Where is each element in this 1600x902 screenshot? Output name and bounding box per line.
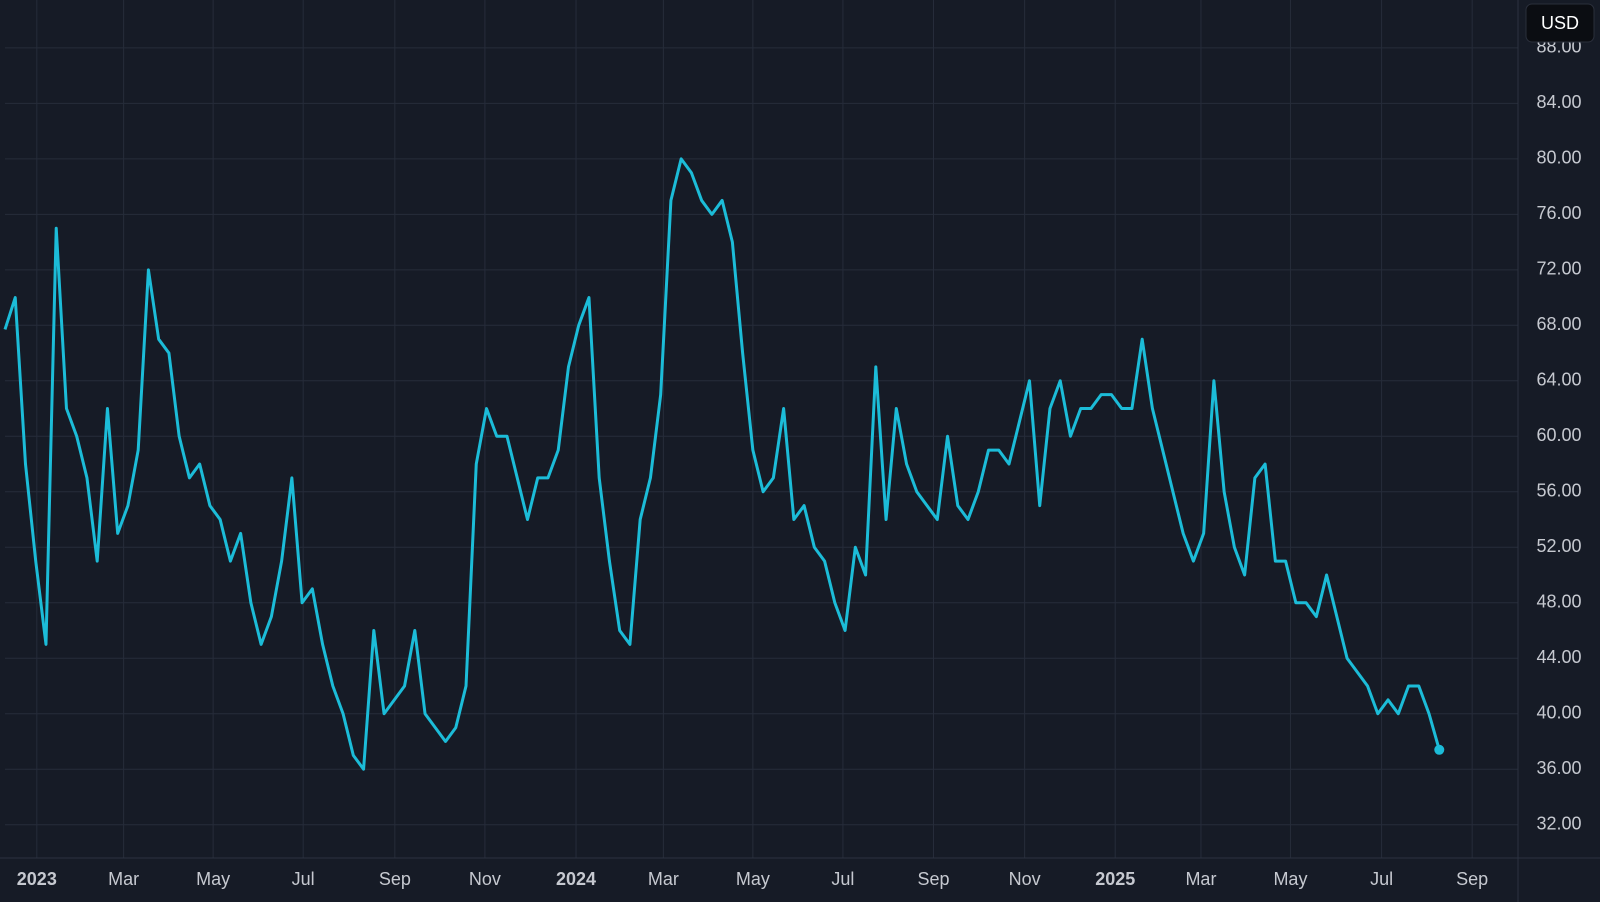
y-tick-label: 80.00 <box>1536 148 1581 168</box>
grid <box>5 0 1518 858</box>
x-tick-label: Nov <box>1009 869 1041 889</box>
x-tick-label: Nov <box>469 869 501 889</box>
y-tick-label: 44.00 <box>1536 647 1581 667</box>
x-tick-label: Jul <box>292 869 315 889</box>
y-tick-label: 84.00 <box>1536 92 1581 112</box>
x-tick-label: Sep <box>379 869 411 889</box>
x-tick-label: 2025 <box>1095 869 1135 889</box>
y-tick-label: 60.00 <box>1536 425 1581 445</box>
x-tick-label: Mar <box>648 869 679 889</box>
last-point <box>1434 744 1445 755</box>
currency-badge[interactable] <box>1525 3 1595 43</box>
y-tick-label: 72.00 <box>1536 259 1581 279</box>
y-tick-label: 48.00 <box>1536 592 1581 612</box>
x-tick-label: May <box>736 869 770 889</box>
x-tick-label: 2023 <box>17 869 57 889</box>
x-tick-label: Sep <box>1456 869 1488 889</box>
x-tick-label: Sep <box>917 869 949 889</box>
y-tick-label: 36.00 <box>1536 758 1581 778</box>
y-tick-label: 68.00 <box>1536 314 1581 334</box>
y-tick-label: 76.00 <box>1536 203 1581 223</box>
price-line <box>3 157 1441 771</box>
currency-label[interactable]: USD <box>1541 13 1579 33</box>
y-tick-label: 64.00 <box>1536 370 1581 390</box>
x-tick-label: Mar <box>108 869 139 889</box>
x-tick-label: 2024 <box>556 869 596 889</box>
y-tick-label: 32.00 <box>1536 813 1581 833</box>
x-tick-label: Jul <box>831 869 854 889</box>
x-tick-label: Mar <box>1185 869 1216 889</box>
x-tick-label: May <box>196 869 230 889</box>
x-tick-label: May <box>1273 869 1307 889</box>
y-tick-label: 40.00 <box>1536 702 1581 722</box>
plot <box>3 157 1445 771</box>
y-tick-label: 52.00 <box>1536 536 1581 556</box>
labels: 32.00 36.00 40.00 44.00 48.00 52.00 56.00 60.00… <box>17 37 1582 889</box>
x-tick-label: Jul <box>1370 869 1393 889</box>
y-tick-label: 56.00 <box>1536 481 1581 501</box>
